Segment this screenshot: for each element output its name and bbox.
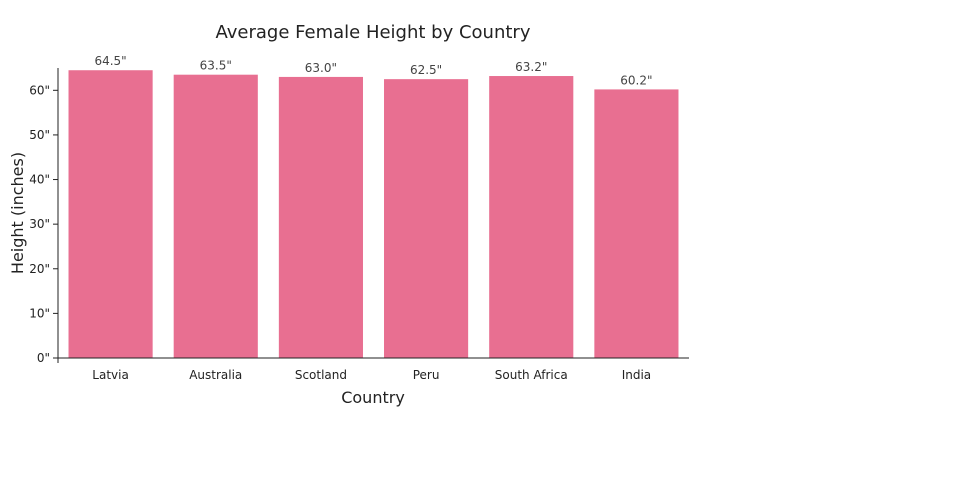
x-tick-label: Peru (413, 368, 440, 382)
x-tick-label: Scotland (295, 368, 347, 382)
chart-title: Average Female Height by Country (216, 22, 531, 43)
y-tick-label: 30" (29, 217, 50, 231)
data-label: 64.5" (94, 54, 126, 68)
x-tick-label: Latvia (92, 368, 129, 382)
bar-india (594, 89, 679, 359)
y-tick-label: 0" (37, 351, 50, 365)
data-label: 62.5" (410, 63, 442, 77)
data-label: 63.2" (515, 60, 547, 74)
data-label: 63.5" (200, 59, 232, 73)
y-tick-label: 60" (29, 83, 50, 97)
y-axis: 0" 10" 20" 30" 40" 50" 60" (29, 68, 59, 365)
bar-latvia (68, 70, 153, 358)
y-tick-label: 20" (29, 262, 50, 276)
bar-scotland (278, 76, 363, 358)
x-tick-label: Australia (189, 368, 242, 382)
y-axis-title: Height (inches) (8, 152, 27, 274)
bars-group: 64.5" 63.5" 63.0" 62.5" 63.2" 60.2" (68, 54, 679, 359)
y-tick-label: 10" (29, 306, 50, 320)
data-label: 60.2" (620, 73, 652, 87)
bar-peru (384, 79, 469, 359)
y-tick-label: 40" (29, 173, 50, 187)
bar-south-africa (489, 76, 574, 359)
x-tick-label: India (622, 368, 651, 382)
x-axis: Latvia Australia Scotland Peru South Africa I… (57, 357, 689, 382)
x-tick-label: South Africa (495, 368, 568, 382)
bar-australia (173, 74, 258, 358)
y-tick-label: 50" (29, 128, 50, 142)
x-axis-title: Country (341, 388, 405, 407)
data-label: 63.0" (305, 61, 337, 75)
